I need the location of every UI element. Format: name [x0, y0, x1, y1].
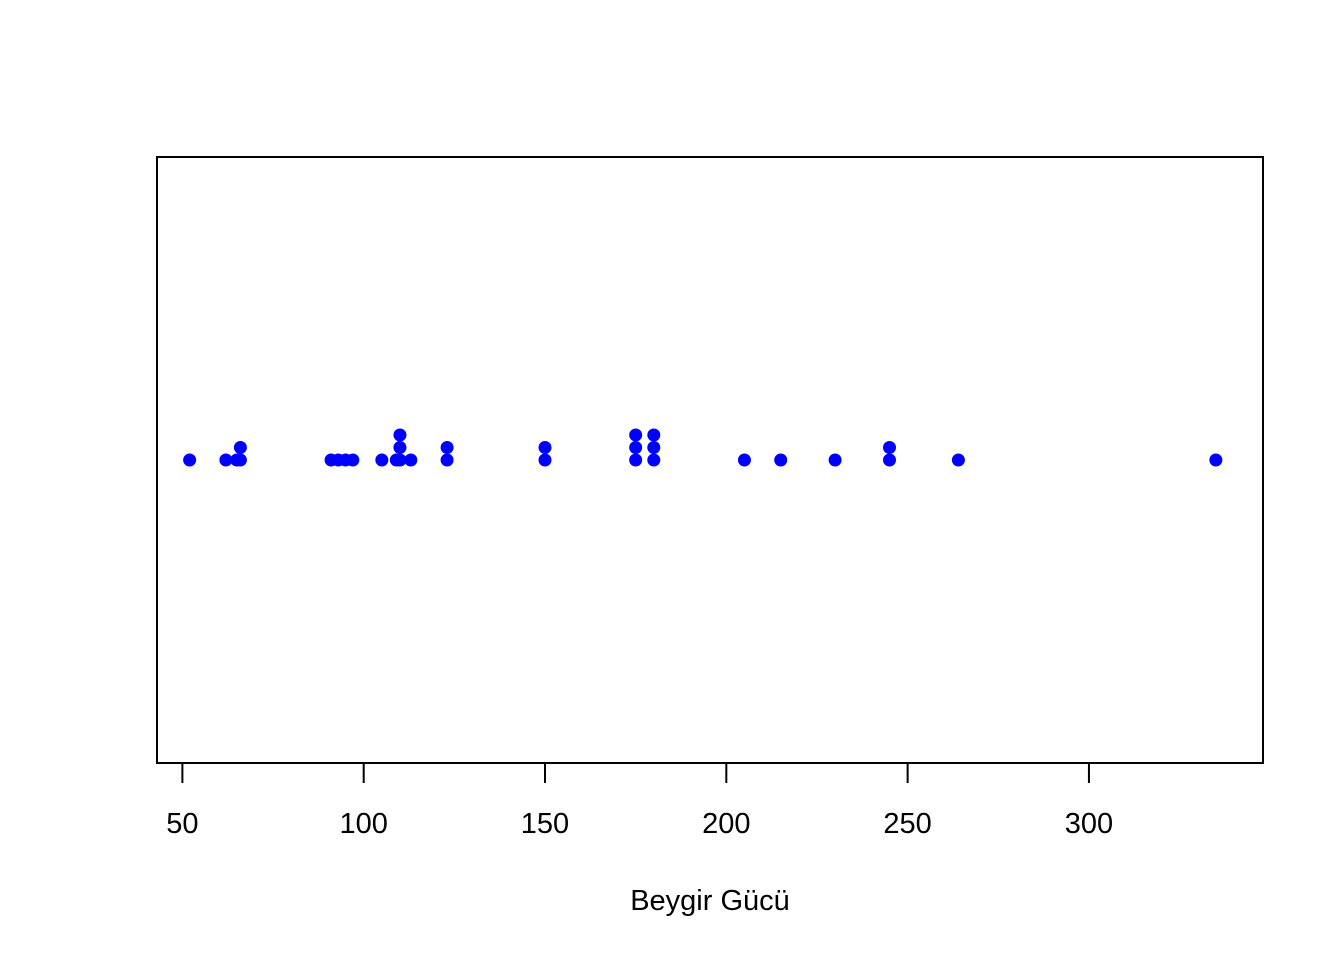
data-point — [183, 453, 197, 467]
data-point — [404, 453, 418, 467]
data-point — [774, 453, 788, 467]
data-point — [393, 441, 407, 454]
data-point — [882, 441, 896, 454]
data-point — [629, 441, 643, 454]
data-points — [183, 428, 1223, 467]
data-point — [629, 453, 643, 467]
data-point — [647, 441, 661, 454]
data-point — [440, 441, 454, 454]
x-tick-label: 250 — [883, 808, 931, 840]
x-axis: 50 100 150 200 250 300 — [166, 762, 1113, 840]
data-point — [219, 453, 233, 467]
data-point — [393, 453, 407, 467]
plot-frame — [156, 156, 1264, 764]
data-point — [346, 453, 360, 467]
data-point — [233, 453, 247, 467]
data-point — [647, 428, 661, 442]
data-point — [951, 453, 965, 467]
data-point — [538, 453, 552, 467]
data-point — [375, 453, 389, 467]
x-tick-label: 200 — [702, 808, 750, 840]
data-point — [393, 428, 407, 442]
x-tick-label: 300 — [1065, 808, 1113, 840]
data-point — [647, 453, 661, 467]
data-point — [233, 441, 247, 454]
data-point — [1209, 453, 1223, 467]
x-axis-title: Beygir Gücü — [630, 885, 790, 917]
x-tick-label: 50 — [166, 808, 198, 840]
data-point — [737, 453, 751, 467]
data-point — [629, 428, 643, 442]
data-point — [882, 453, 896, 467]
x-tick-label: 150 — [521, 808, 569, 840]
data-point — [828, 453, 842, 467]
data-point — [538, 441, 552, 454]
x-tick-label: 100 — [339, 808, 387, 840]
data-point — [440, 453, 454, 467]
